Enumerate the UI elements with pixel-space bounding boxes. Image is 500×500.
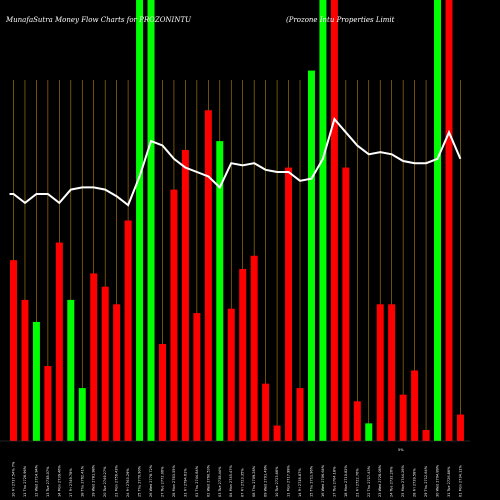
x-tick-label: 13 Tue 2738.07% [46,466,50,497]
x-tick-label: 18 Thu 2762.41% [80,465,84,497]
x-tick-label: 21 Fri 2722.76% [355,468,359,497]
x-tick-label: 29 Thu 2712.64% [424,465,428,497]
x-tick-label: 16 Wed 2706.64% [321,464,325,497]
x-tick-label: 22 Thu 2717.43% [367,465,371,497]
money-flow-line [9,117,462,207]
x-tick-label: 31 Fri 2794.61% [183,468,187,497]
x-tick-label: 27 Tue 2772.06% [160,466,164,497]
x-tick-label: 20 Tue 2749.27% [103,466,107,497]
bar [330,0,338,441]
bar [78,388,86,441]
x-tick-label: 26 Wed 2778.72% [149,464,153,497]
x-tick-label: 19 Wed 2781.98% [92,464,96,497]
bar [227,308,235,441]
bar [285,167,293,441]
x-tick-label: 30 Wed 2704.89% [436,464,440,497]
bar [216,141,224,441]
x-tick-label: 11 Mon 2717.99% [287,464,291,497]
bar [67,299,75,441]
bar [388,304,396,441]
bar [147,0,155,441]
x-tick-label: 25 Mon 2744.26% [401,464,405,497]
bar [10,260,17,441]
x-tick-label: 21 Mon 2756.43% [115,464,119,497]
bar [342,167,350,441]
x-tick-label: 31 Tue 2726.86% [447,466,451,497]
x-tick-label: 23 Wed 2728.08% [378,464,382,497]
x-tick-label: 10 Fri 2717.54% 7% [12,461,16,497]
bar [124,220,132,441]
bar [181,149,189,441]
bars [10,0,464,441]
bar [239,269,247,441]
x-tick-label: 07 Fri 2723.35% [241,468,245,497]
bar [353,401,361,441]
x-tick-label: 14 Fri 2718.87% [298,468,302,497]
bar [113,304,121,441]
x-tick-label: 10 Tue 2723.66% [275,466,279,497]
x-tick-label: 28 Mon 2783.55% [172,464,176,497]
bar [193,313,201,441]
x-tick-label: 02 Wed 2760.53% [206,464,210,497]
x-axis-extra-label: 5% [398,448,404,452]
x-tick-label: 17 Tue 2704.18% [332,466,336,497]
bar [90,273,98,441]
bar [158,343,166,441]
x-tick-label: 17 Fri 2749.78% [69,468,73,497]
bar [101,286,109,441]
bar [434,0,442,441]
bar [250,255,258,441]
bar [170,189,178,441]
bar [422,429,430,441]
x-tick-label: 25 Thu 2770.90% [138,465,142,497]
bar [456,414,464,441]
x-tick-label: 24 Tue 2732.26% [390,466,394,497]
bar [44,366,52,441]
x-tick-label: 08 Thu 2709.28% [252,465,256,497]
bar [262,383,270,441]
bar [376,304,384,441]
bar [55,242,63,441]
bar [411,370,419,441]
bar [296,388,304,441]
bar [445,0,453,441]
x-tick-label: 28 Fri 2739.58% [413,468,417,497]
x-tick-label: 09 Wed 2701.49% [264,464,268,497]
chart-title-right: (Prozone Intu Properties Limit [286,16,395,24]
x-tick-label: 24 Fri 2763.29% [126,468,130,497]
x-tick-label: 15 Thu 2711.96% [309,465,313,497]
bar [307,70,315,441]
x-tick-label: 12 Wed 2714.94% [34,464,38,497]
bar [21,299,29,441]
bar [273,425,281,441]
bar [136,0,144,441]
x-tick-label: 01 Mon 2734.11% [458,464,462,497]
x-tick-label: 14 Mon 2739.46% [57,464,61,497]
x-tick-label: 01 Thu 2744.84% [195,465,199,497]
bar [365,423,373,441]
bar [32,321,40,441]
chart-title-left: MunafaSutra Money Flow Charts for PROZON… [5,16,192,24]
x-axis-labels: 10 Fri 2717.54% 7% 11 Thu 2726.96% 12 Wed … [12,461,463,497]
x-tick-label: 04 Mon 2745.47% [229,464,233,497]
bar [204,110,212,441]
x-tick-label: 11 Thu 2726.96% [23,465,27,497]
x-tick-label: 03 Tue 2738.44% [218,466,222,497]
x-tick-label: 18 Mon 2710.82% [344,464,348,497]
bar [319,0,327,441]
bar [399,394,407,441]
